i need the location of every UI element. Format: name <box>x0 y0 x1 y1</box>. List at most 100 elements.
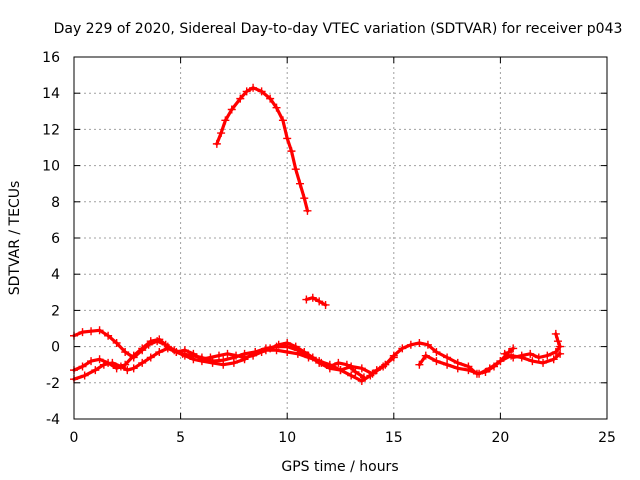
y-tick-label: 2 <box>51 303 60 319</box>
data-point <box>325 362 334 371</box>
series-line <box>503 332 562 360</box>
data-point <box>315 297 324 306</box>
data-point <box>283 338 292 347</box>
data-point <box>87 327 96 336</box>
data-point <box>121 348 130 357</box>
data-point <box>274 340 283 349</box>
data-point <box>129 364 138 373</box>
data-point <box>321 300 330 309</box>
data-point <box>539 358 548 367</box>
y-tick-label: 14 <box>42 86 60 102</box>
y-axis-label: SDTVAR / TECUs <box>7 181 23 296</box>
data-point <box>517 351 526 360</box>
data-point <box>509 344 518 353</box>
data-point <box>317 358 326 367</box>
data-point <box>291 165 300 174</box>
data-point <box>189 349 198 358</box>
x-tick-label: 20 <box>491 430 509 446</box>
data-point <box>415 360 424 369</box>
data-point <box>543 351 552 360</box>
data-point <box>214 351 223 360</box>
y-tick-label: -4 <box>46 412 60 428</box>
data-point <box>308 353 317 362</box>
chart-title: Day 229 of 2020, Sidereal Day-to-day VTE… <box>54 21 623 37</box>
data-point <box>240 353 249 362</box>
series-arc-b <box>70 342 398 384</box>
data-point <box>146 353 155 362</box>
data-point <box>232 351 241 360</box>
data-point <box>406 340 415 349</box>
data-point <box>78 328 87 337</box>
data-point <box>496 357 505 366</box>
data-point <box>236 94 245 103</box>
series-line <box>72 345 396 381</box>
data-point <box>155 348 164 357</box>
data-point <box>368 369 377 378</box>
data-point <box>257 348 266 357</box>
data-point <box>556 342 565 351</box>
data-point <box>398 344 407 353</box>
data-point <box>357 364 366 373</box>
data-point <box>208 358 217 367</box>
data-point <box>95 326 104 335</box>
data-point <box>300 348 309 357</box>
data-point <box>443 360 452 369</box>
data-point <box>206 353 215 362</box>
data-point <box>172 348 181 357</box>
data-point <box>242 87 251 96</box>
data-point <box>95 355 104 364</box>
data-point <box>80 371 89 380</box>
data-point <box>556 349 565 358</box>
data-point <box>217 129 226 138</box>
data-point <box>342 360 351 369</box>
x-tick-label: 25 <box>598 430 616 446</box>
data-point <box>121 360 130 369</box>
data-point <box>272 103 281 112</box>
data-point <box>453 364 462 373</box>
series-layer <box>70 83 565 385</box>
data-point <box>415 338 424 347</box>
data-point <box>104 358 113 367</box>
data-point <box>146 337 155 346</box>
data-point <box>78 362 87 371</box>
data-point <box>300 194 309 203</box>
data-point <box>249 351 258 360</box>
data-point <box>421 351 430 360</box>
data-point <box>287 147 296 156</box>
data-point <box>266 94 275 103</box>
data-point <box>229 358 238 367</box>
data-point <box>359 373 368 382</box>
data-point <box>138 344 147 353</box>
data-point <box>443 353 452 362</box>
y-tick-label: 0 <box>51 340 60 356</box>
data-point <box>500 349 509 358</box>
series-arc-e <box>500 329 565 362</box>
data-point <box>423 340 432 349</box>
x-axis-label: GPS time / hours <box>281 459 398 475</box>
data-point <box>163 342 172 351</box>
data-point <box>227 105 236 114</box>
y-tick-label: 6 <box>51 231 60 247</box>
data-point <box>308 293 317 302</box>
data-point <box>129 351 138 360</box>
y-tick-label: 16 <box>42 50 60 66</box>
data-point <box>249 83 258 92</box>
data-point <box>223 349 232 358</box>
data-point <box>278 116 287 125</box>
data-point <box>87 357 96 366</box>
data-point <box>351 367 360 376</box>
series-arc-small <box>302 293 330 309</box>
series-line <box>304 296 328 307</box>
data-point <box>112 364 121 373</box>
y-tick-label: 4 <box>51 267 60 283</box>
data-point <box>197 355 206 364</box>
data-point <box>379 362 388 371</box>
data-point <box>138 358 147 367</box>
x-tick-label: 10 <box>278 430 296 446</box>
data-point <box>266 344 275 353</box>
y-tick-label: 10 <box>42 159 60 175</box>
data-point <box>432 348 441 357</box>
data-point <box>347 371 356 380</box>
data-point <box>485 364 494 373</box>
